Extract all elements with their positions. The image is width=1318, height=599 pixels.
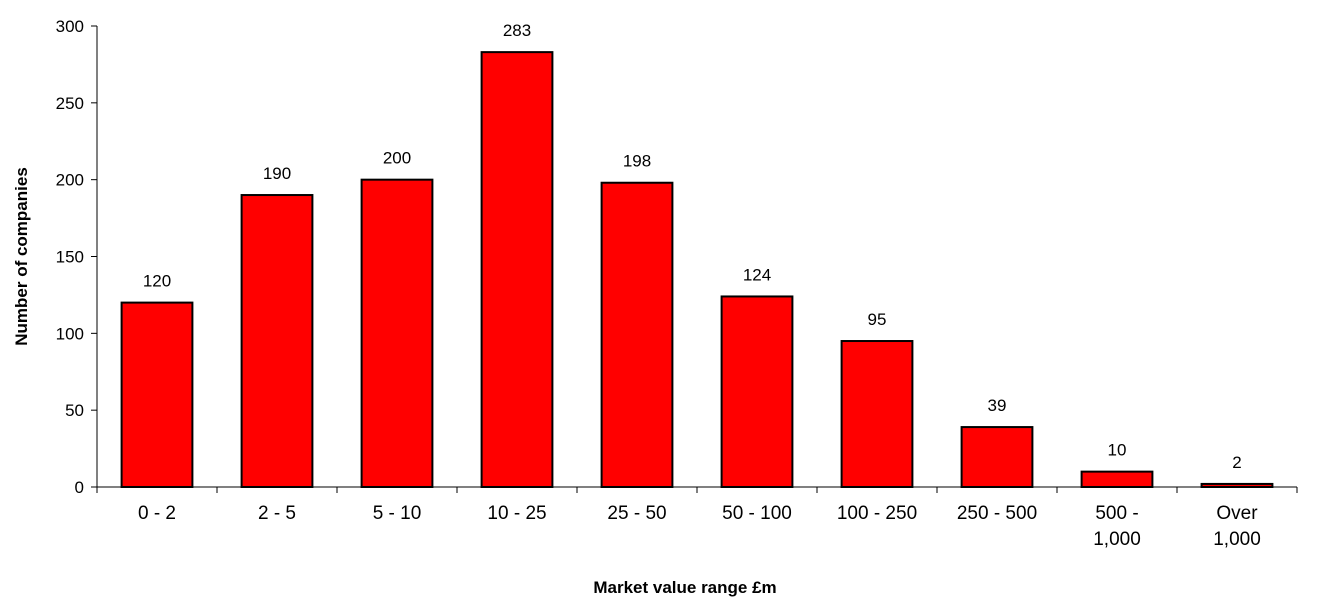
x-tick-label: 100 - 250 [837,503,917,524]
bar [120,301,194,488]
bar [480,51,554,489]
y-tick-label: 50 [65,401,84,420]
y-tick-label: 150 [56,248,84,267]
data-label: 283 [503,21,531,40]
data-label: 95 [868,310,887,329]
data-label: 198 [623,152,651,171]
x-tick-label: 50 - 100 [722,503,792,524]
bar [720,295,794,488]
x-tick-label: 1,000 [1093,529,1141,550]
bar [600,181,674,489]
data-label: 120 [143,272,171,291]
y-tick-label: 200 [56,171,84,190]
data-label: 39 [988,396,1007,415]
bar [840,340,914,488]
y-tick-label: 0 [75,478,84,497]
x-tick-label: 0 - 2 [138,503,176,524]
x-tick-label: 2 - 5 [258,503,296,524]
bar [360,178,434,489]
data-label: 124 [743,265,771,284]
data-label: 200 [383,149,411,168]
x-tick-label: 10 - 25 [487,503,546,524]
x-tick-label: 250 - 500 [957,503,1037,524]
x-tick-label: 1,000 [1213,529,1261,550]
bar [1080,470,1154,488]
data-label: 10 [1108,441,1127,460]
bar [960,426,1034,489]
y-tick-label: 300 [56,17,84,36]
data-label: 190 [263,164,291,183]
data-label: 2 [1232,453,1241,472]
y-tick-label: 250 [56,94,84,113]
bars [120,51,1274,489]
x-tick-label: Over [1216,503,1258,524]
y-tick-label: 100 [56,324,84,343]
bar [1200,482,1274,488]
bar [240,194,314,489]
y-axis-title: Number of companies [12,167,31,346]
x-tick-label: 25 - 50 [607,503,666,524]
x-tick-label: 5 - 10 [373,503,422,524]
x-tick-label: 500 - [1095,503,1138,524]
x-axis-title: Market value range £m [593,578,776,597]
